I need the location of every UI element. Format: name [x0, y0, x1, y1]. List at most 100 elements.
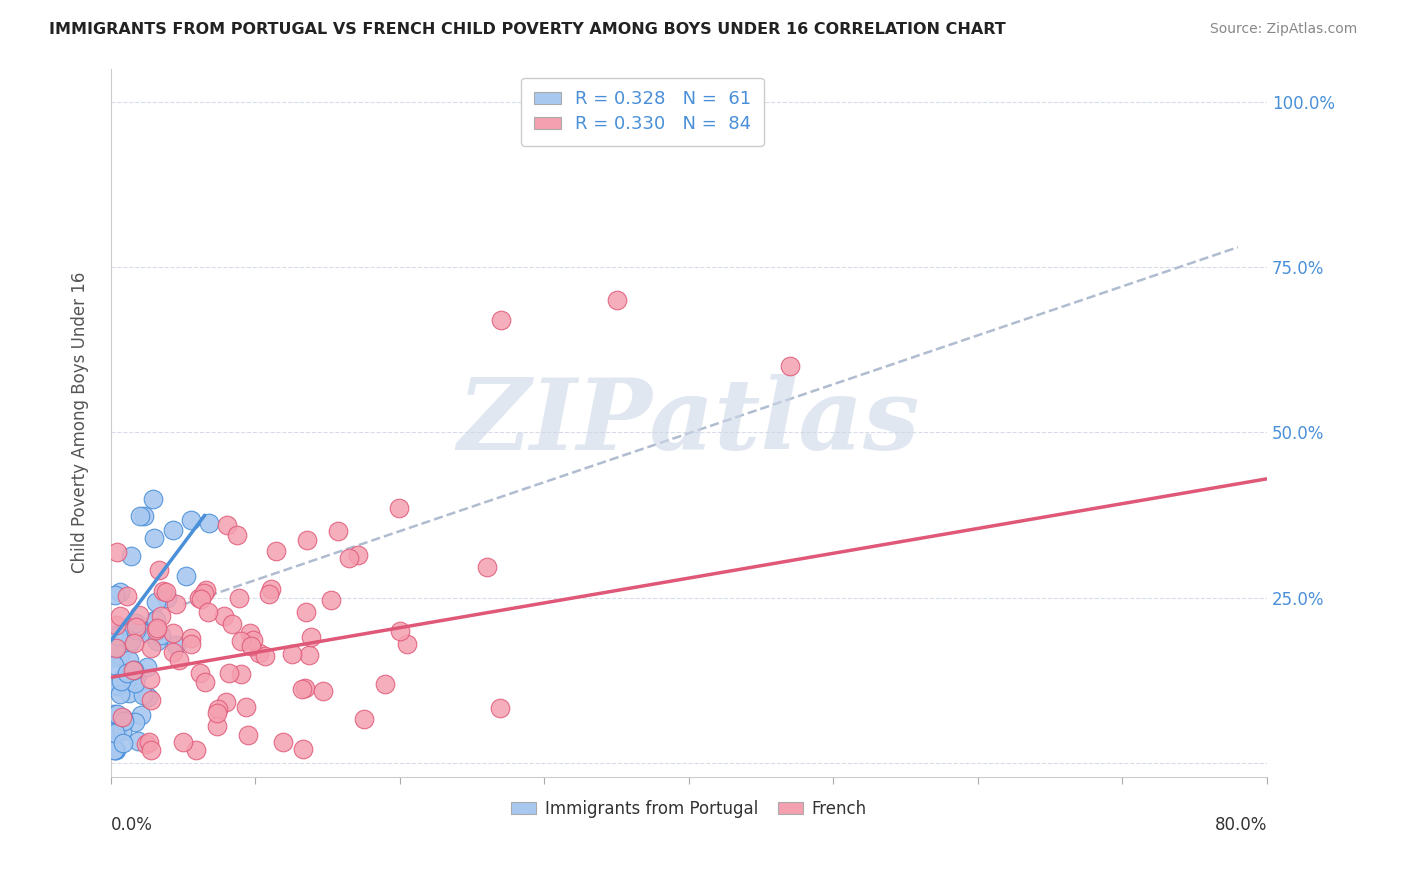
Point	[132, 688, 155, 702]
Y-axis label: Child Poverty Among Boys Under 16: Child Poverty Among Boys Under 16	[72, 272, 89, 574]
Point	[167, 652, 190, 666]
Point	[118, 653, 141, 667]
Point	[138, 673, 160, 687]
Point	[141, 640, 163, 655]
Point	[118, 637, 141, 651]
Text: ZIPatlas: ZIPatlas	[457, 375, 920, 471]
Point	[396, 637, 419, 651]
Point	[155, 585, 177, 599]
Point	[239, 639, 262, 653]
Point	[235, 699, 257, 714]
Point	[271, 735, 294, 749]
Point	[103, 628, 125, 642]
Text: Source: ZipAtlas.com: Source: ZipAtlas.com	[1209, 22, 1357, 37]
Point	[229, 634, 252, 648]
Point	[103, 658, 125, 673]
Point	[312, 683, 335, 698]
Point	[489, 701, 512, 715]
Point	[489, 313, 512, 327]
Point	[247, 646, 270, 660]
Point	[103, 678, 125, 692]
Point	[125, 616, 148, 631]
Point	[114, 666, 136, 681]
Point	[104, 588, 127, 602]
Point	[104, 726, 127, 740]
Point	[127, 734, 149, 748]
Point	[118, 619, 141, 633]
Point	[165, 638, 187, 652]
Point	[291, 742, 314, 756]
Point	[165, 597, 187, 611]
Point	[264, 543, 287, 558]
Point	[225, 528, 247, 542]
Point	[125, 668, 148, 682]
Point	[108, 648, 131, 663]
Point	[162, 523, 184, 537]
Point	[197, 605, 219, 619]
Point	[145, 594, 167, 608]
Point	[142, 492, 165, 507]
Point	[124, 676, 146, 690]
Point	[291, 682, 314, 697]
Point	[188, 591, 211, 606]
Point	[236, 728, 259, 742]
Point	[129, 708, 152, 723]
Point	[194, 582, 217, 597]
Point	[299, 631, 322, 645]
Point	[174, 569, 197, 583]
Point	[149, 608, 172, 623]
Point	[254, 649, 277, 664]
Point	[193, 586, 215, 600]
Point	[228, 591, 250, 606]
Point	[319, 593, 342, 607]
Point	[105, 706, 128, 721]
Point	[146, 621, 169, 635]
Point	[205, 706, 228, 720]
Point	[162, 645, 184, 659]
Point	[156, 591, 179, 606]
Point	[111, 724, 134, 739]
Point	[205, 719, 228, 733]
Point	[105, 680, 128, 694]
Point	[139, 693, 162, 707]
Point	[105, 723, 128, 737]
Point	[353, 712, 375, 726]
Point	[326, 524, 349, 538]
Point	[128, 607, 150, 622]
Point	[108, 687, 131, 701]
Point	[294, 681, 316, 695]
Point	[136, 659, 159, 673]
Point	[475, 559, 498, 574]
Point	[104, 641, 127, 656]
Point	[104, 617, 127, 632]
Point	[115, 589, 138, 603]
Point	[143, 613, 166, 627]
Point	[229, 667, 252, 681]
Point	[120, 549, 142, 563]
Point	[198, 516, 221, 531]
Legend: Immigrants from Portugal, French: Immigrants from Portugal, French	[503, 792, 875, 826]
Point	[1327, 174, 1350, 188]
Point	[242, 633, 264, 648]
Point	[295, 533, 318, 548]
Point	[337, 550, 360, 565]
Point	[122, 663, 145, 677]
Point	[124, 715, 146, 730]
Point	[125, 620, 148, 634]
Point	[125, 624, 148, 638]
Point	[239, 625, 262, 640]
Text: 0.0%: 0.0%	[111, 815, 153, 833]
Point	[152, 583, 174, 598]
Point	[221, 616, 243, 631]
Point	[280, 647, 302, 661]
Point	[135, 737, 157, 751]
Point	[172, 735, 194, 749]
Point	[112, 714, 135, 728]
Point	[103, 641, 125, 656]
Point	[138, 735, 160, 749]
Point	[111, 711, 134, 725]
Point	[218, 665, 240, 680]
Point	[103, 650, 125, 665]
Point	[193, 675, 215, 690]
Point	[122, 636, 145, 650]
